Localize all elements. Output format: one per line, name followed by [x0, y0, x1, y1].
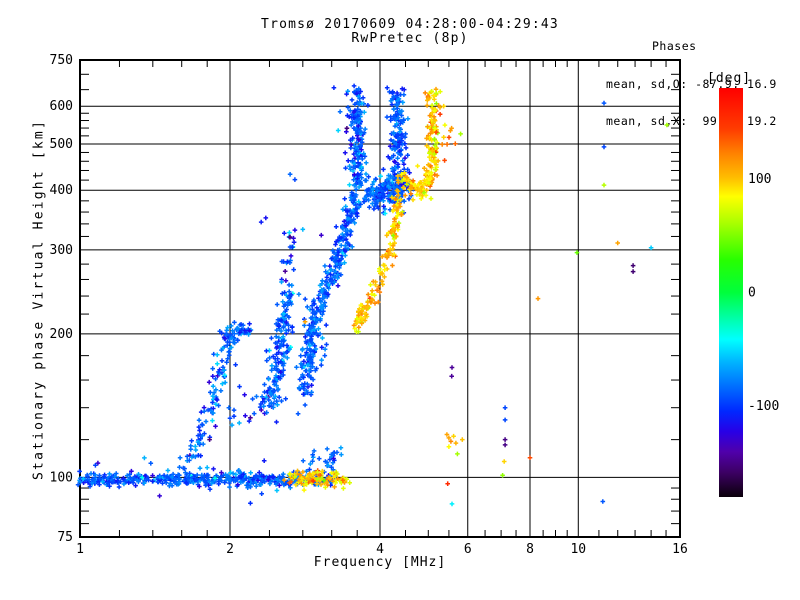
y-tick-label: 400: [50, 183, 73, 198]
y-tick-label: 600: [50, 99, 73, 114]
y-tick-label: 300: [50, 243, 73, 258]
chart-title: Tromsø 20170609 04:28:00-04:29:43: [261, 17, 559, 32]
x-tick-label: 2: [226, 542, 234, 557]
phase-stats-block: Phases mean, sd,O: -87.9, 16.9 mean, sd,…: [606, 15, 777, 153]
x-axis-tick-labels: 1 2 4 6 8 10 16: [76, 542, 688, 557]
y-tick-label: 100: [50, 470, 73, 485]
colorbar: 100 0 -100: [719, 88, 779, 497]
x-tick-label: 4: [376, 542, 384, 557]
x-tick-label: 8: [526, 542, 534, 557]
y-tick-label: 200: [50, 327, 73, 342]
phase-stats-o-mode: mean, sd,O: -87.9, 16.9: [606, 76, 777, 91]
y-axis-title: Stationary phase Virtual Height [km]: [31, 119, 47, 480]
chart-subtitle: RwPretec (8p): [351, 31, 469, 46]
y-tick-label: 75: [57, 530, 73, 545]
plot-border: [79, 59, 681, 538]
y-tick-label: 500: [50, 137, 73, 152]
x-tick-label: 10: [570, 542, 586, 557]
colorbar-tick-label: 100: [748, 172, 771, 187]
minor-ticks: [80, 60, 680, 537]
x-tick-label: 16: [672, 542, 688, 557]
x-tick-label: 6: [464, 542, 472, 557]
colorbar-unit-label: [deg]: [707, 71, 752, 86]
gridlines: [80, 60, 680, 537]
phase-stats-heading: Phases: [652, 39, 697, 53]
y-tick-label: 750: [50, 53, 73, 68]
colorbar-tick-label: -100: [748, 399, 779, 414]
colorbar-gradient: [719, 88, 743, 497]
x-tick-label: 1: [76, 542, 84, 557]
x-axis-title: Frequency [MHz]: [313, 555, 447, 570]
scatter-points-layer: [75, 82, 670, 507]
y-axis-tick-labels: 750 600 500 400 300 200 100 75: [50, 53, 73, 545]
colorbar-tick-label: 0: [748, 286, 756, 301]
